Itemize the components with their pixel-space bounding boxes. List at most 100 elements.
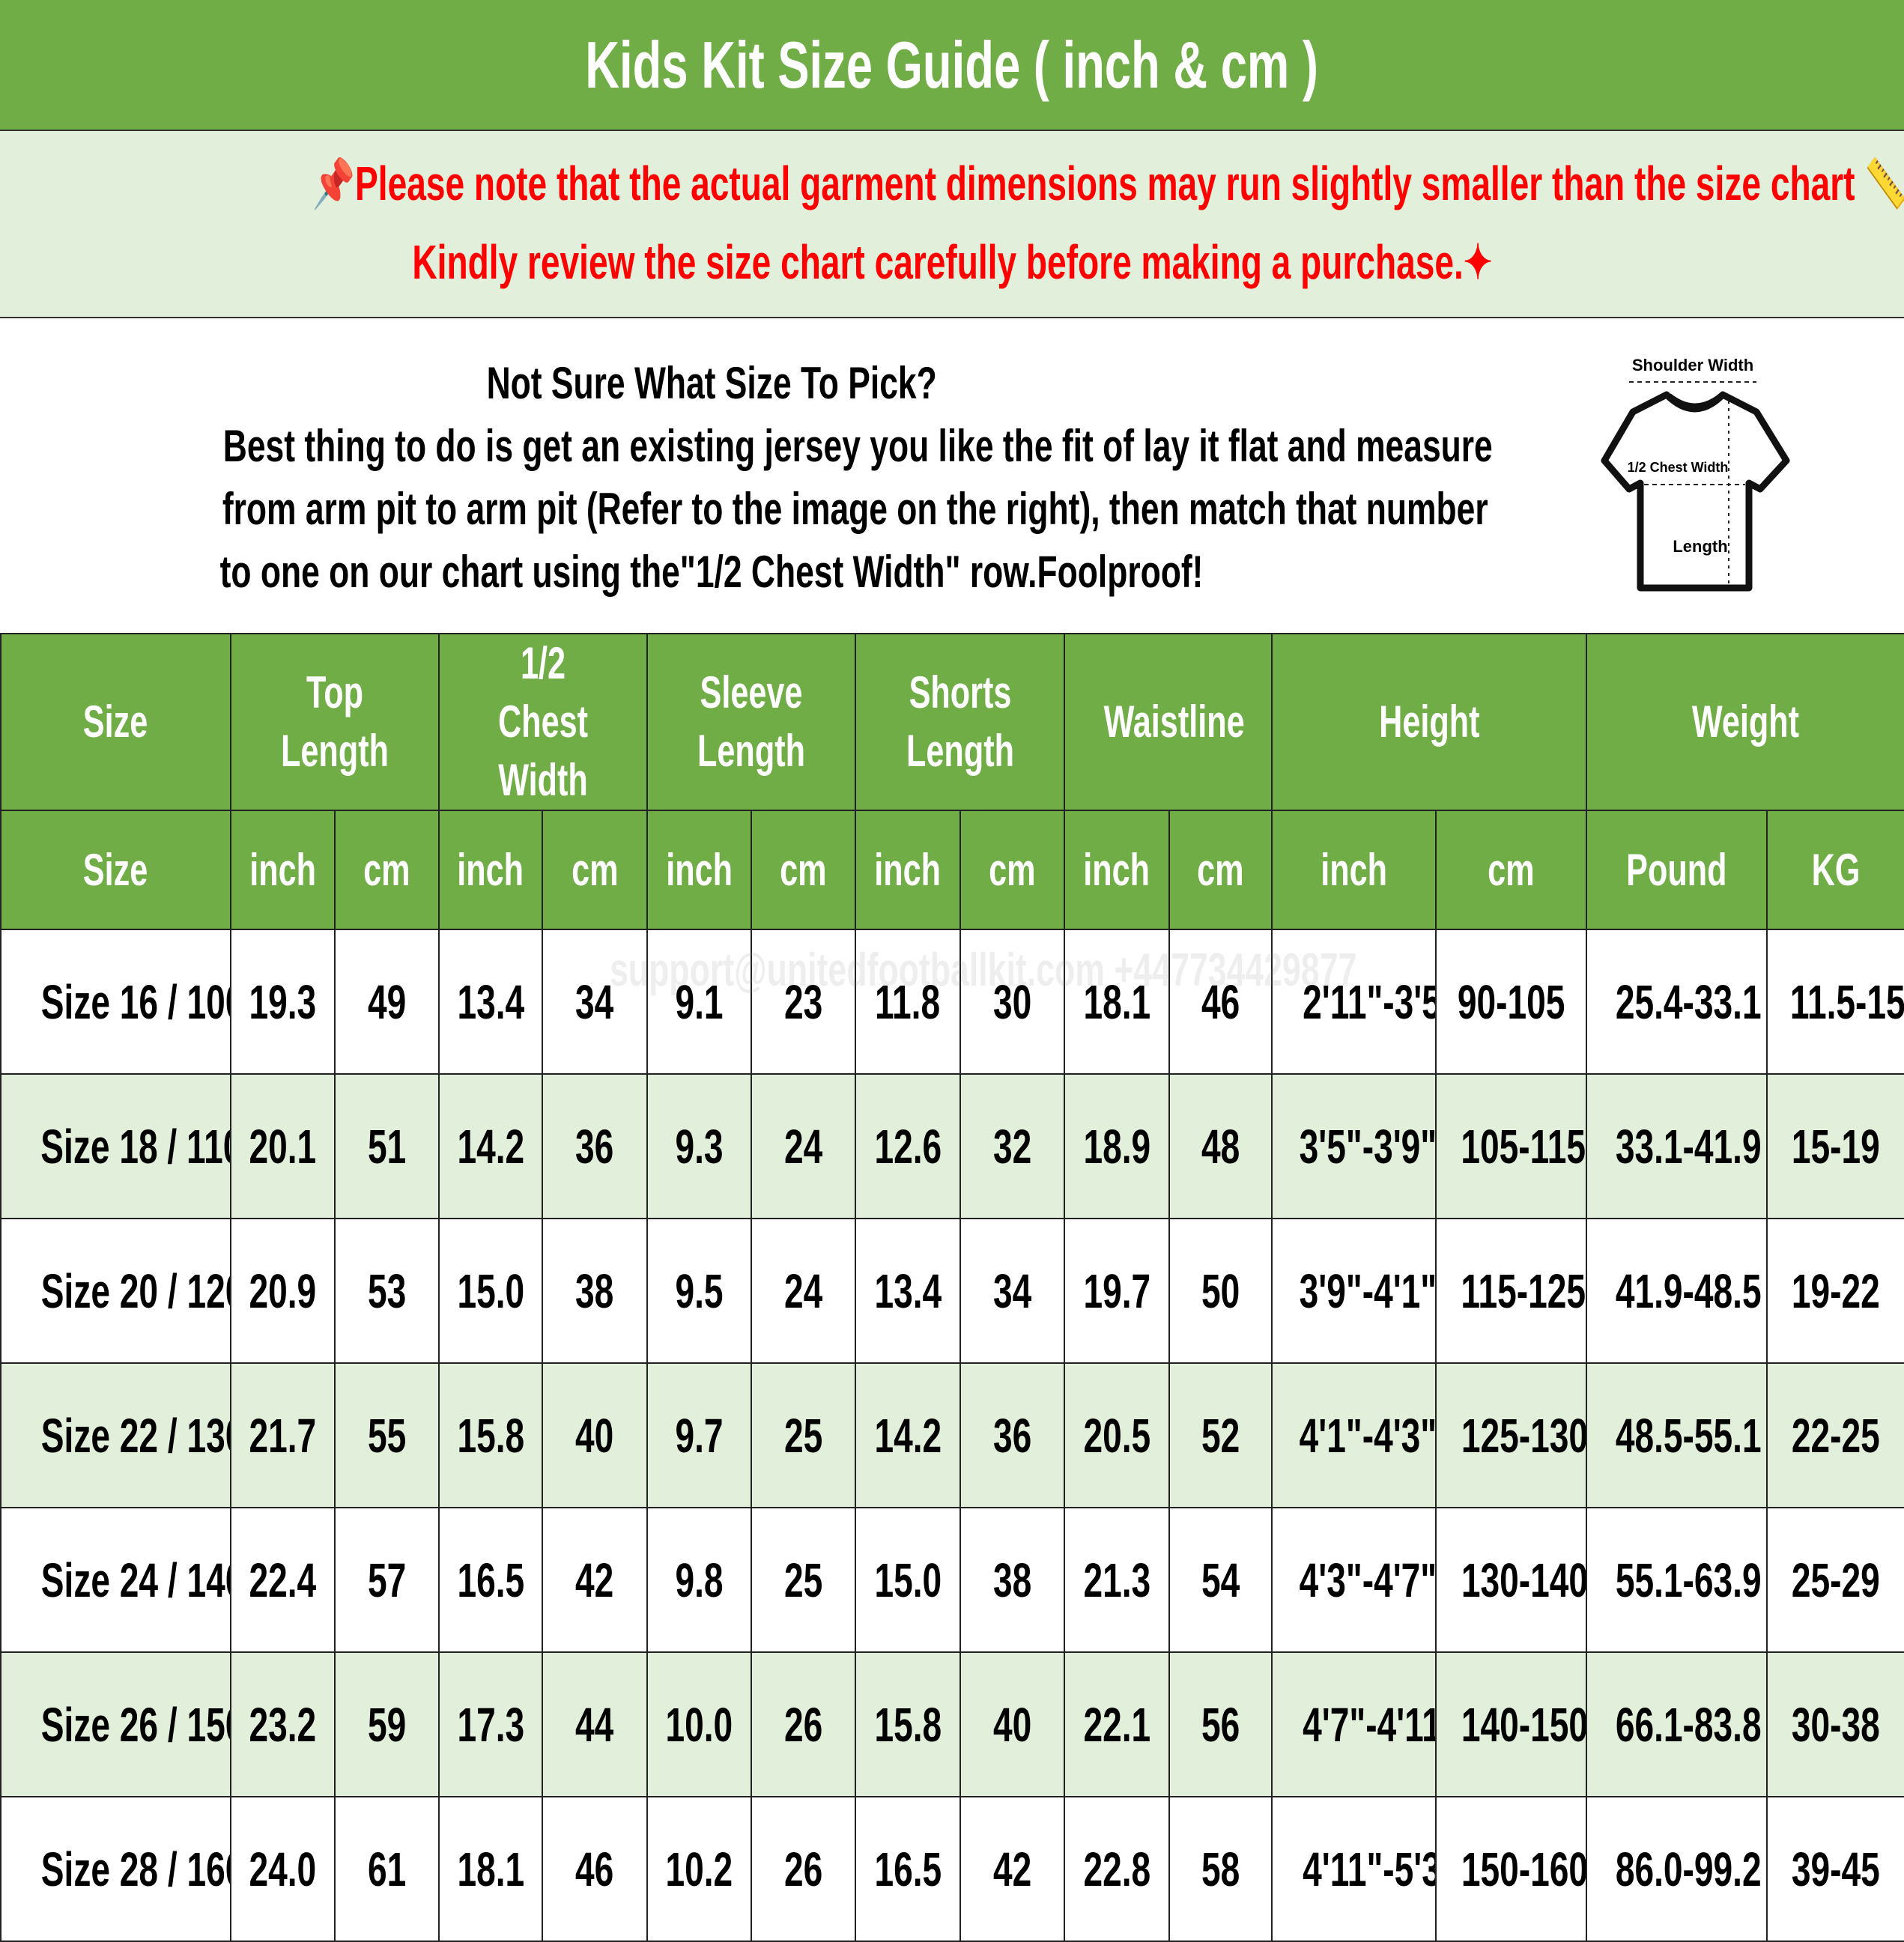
table-cell: 11.5-15 [1766, 929, 1904, 1075]
unit-header: inch [1271, 810, 1437, 930]
table-cell: 9.5 [646, 1218, 752, 1364]
table-cell: 26 [751, 1651, 856, 1797]
unit-header: inch [646, 810, 752, 930]
intro-line: to one on our chart using the"1/2 Chest … [219, 547, 1204, 597]
table-cell: 48 [1168, 1073, 1273, 1219]
unit-header: cm [334, 810, 440, 930]
group-header: Top Length [230, 633, 440, 811]
table-cell: 18.1 [438, 1796, 543, 1942]
table-cell: 25.4-33.1 [1586, 929, 1768, 1075]
table-cell: 26 [751, 1796, 856, 1942]
table-cell: 39-45 [1766, 1796, 1904, 1942]
table-cell: Size 24 / 140 [0, 1507, 231, 1653]
intro-heading: Not Sure What Size To Pick? [486, 358, 937, 408]
unit-header: inch [438, 810, 543, 930]
table-cell: 10.0 [646, 1651, 752, 1797]
table-cell: 46 [1168, 929, 1273, 1075]
table-cell: 14.2 [855, 1362, 961, 1508]
group-header: Size [0, 633, 231, 811]
unit-header: inch [855, 810, 961, 930]
group-header: Height [1271, 633, 1587, 811]
unit-header: Size [0, 810, 231, 930]
table-row: Size 28 / 160 24.0 61 18.1 46 10.2 26 16.5 42 22.… [0, 1796, 1904, 1942]
size-table: Size Top Length 1/2 Chest Width Sleeve Leng… [0, 633, 1904, 1942]
table-cell: 3'9"-4'1" [1271, 1218, 1437, 1364]
table-cell: 51 [334, 1073, 440, 1219]
table-cell: 86.0-99.2 [1586, 1796, 1768, 1942]
table-cell: 34 [542, 929, 648, 1075]
table-cell: 19.3 [230, 929, 336, 1075]
table-cell: 115-125 [1435, 1218, 1587, 1364]
table-cell: 25 [751, 1507, 856, 1653]
tshirt-diagram-icon: Shoulder Width 1/2 Chest Width Length [1601, 356, 1790, 592]
table-row: Size 16 / 100 19.3 49 13.4 34 9.1 23 11.8 30 18.1… [0, 929, 1904, 1075]
table-cell: 50 [1168, 1218, 1273, 1364]
table-cell: 49 [334, 929, 440, 1075]
table-cell: 38 [959, 1507, 1065, 1653]
table-cell: 36 [542, 1073, 648, 1219]
unit-header: cm [1168, 810, 1273, 930]
chest-width-label: 1/2 Chest Width [1628, 460, 1729, 475]
table-cell: 140-150 [1435, 1651, 1587, 1797]
table-cell: 30-38 [1766, 1651, 1904, 1797]
table-cell: 90-105 [1435, 929, 1587, 1075]
table-cell: 130-140 [1435, 1507, 1587, 1653]
table-cell: 20.5 [1064, 1362, 1170, 1508]
table-cell: 105-115 [1435, 1073, 1587, 1219]
table-row: Size 24 / 140 22.4 57 16.5 42 9.8 25 15.0 38 21.3… [0, 1507, 1904, 1653]
table-cell: 48.5-55.1 [1586, 1362, 1768, 1508]
unit-header: cm [542, 810, 648, 930]
table-row: Size 18 / 110 20.1 51 14.2 36 9.3 24 12.6 32 18.9… [0, 1073, 1904, 1219]
shoulder-width-label: Shoulder Width [1632, 356, 1753, 374]
table-cell: 24 [751, 1073, 856, 1219]
table-cell: 9.1 [646, 929, 752, 1075]
table-cell: 22.1 [1064, 1651, 1170, 1797]
table-cell: 61 [334, 1796, 440, 1942]
table-cell: 23 [751, 929, 856, 1075]
group-header: Shorts Length [855, 633, 1065, 811]
table-cell: 57 [334, 1507, 440, 1653]
table-cell: Size 22 / 130 [0, 1362, 231, 1508]
table-cell: 53 [334, 1218, 440, 1364]
table-cell: 54 [1168, 1507, 1273, 1653]
table-cell: 22-25 [1766, 1362, 1904, 1508]
table-cell: 25-29 [1766, 1507, 1904, 1653]
group-header: Weight [1586, 633, 1904, 811]
group-header: Sleeve Length [646, 633, 856, 811]
ruler-icon: 📏 [1864, 157, 1904, 210]
page-title: Kids Kit Size Guide ( inch & cm ) [0, 0, 1904, 131]
table-cell: 9.3 [646, 1073, 752, 1219]
table-cell: 24 [751, 1218, 856, 1364]
table-cell: 40 [542, 1362, 648, 1508]
table-cell: 36 [959, 1362, 1065, 1508]
table-cell: 40 [959, 1651, 1065, 1797]
table-cell: Size 26 / 150 [0, 1651, 231, 1797]
table-cell: 9.8 [646, 1507, 752, 1653]
table-cell: 38 [542, 1218, 648, 1364]
table-cell: 19.7 [1064, 1218, 1170, 1364]
table-cell: 4'3"-4'7" [1271, 1507, 1437, 1653]
table-cell: 66.1-83.8 [1586, 1651, 1768, 1797]
table-cell: 20.1 [230, 1073, 336, 1219]
table-cell: 55 [334, 1362, 440, 1508]
table-row: Size 22 / 130 21.7 55 15.8 40 9.7 25 14.2 36 20.5… [0, 1362, 1904, 1508]
table-cell: 34 [959, 1218, 1065, 1364]
table-cell: 3'5"-3'9" [1271, 1073, 1437, 1219]
table-cell: 56 [1168, 1651, 1273, 1797]
table-cell: 18.9 [1064, 1073, 1170, 1219]
group-header: Waistline [1064, 633, 1273, 811]
table-cell: 41.9-48.5 [1586, 1218, 1768, 1364]
unit-header: inch [230, 810, 336, 930]
table-cell: 44 [542, 1651, 648, 1797]
table-cell: 15.0 [855, 1507, 961, 1653]
table-cell: 4'1"-4'3" [1271, 1362, 1437, 1508]
table-cell: 9.7 [646, 1362, 752, 1508]
table-cell: Size 28 / 160 [0, 1796, 231, 1942]
table-cell: 4'11"-5'3" [1271, 1796, 1437, 1942]
table-cell: 15-19 [1766, 1073, 1904, 1219]
table-cell: 30 [959, 929, 1065, 1075]
unit-header: inch [1064, 810, 1170, 930]
table-cell: 24.0 [230, 1796, 336, 1942]
table-cell: 18.1 [1064, 929, 1170, 1075]
unit-header: Pound [1586, 810, 1768, 930]
